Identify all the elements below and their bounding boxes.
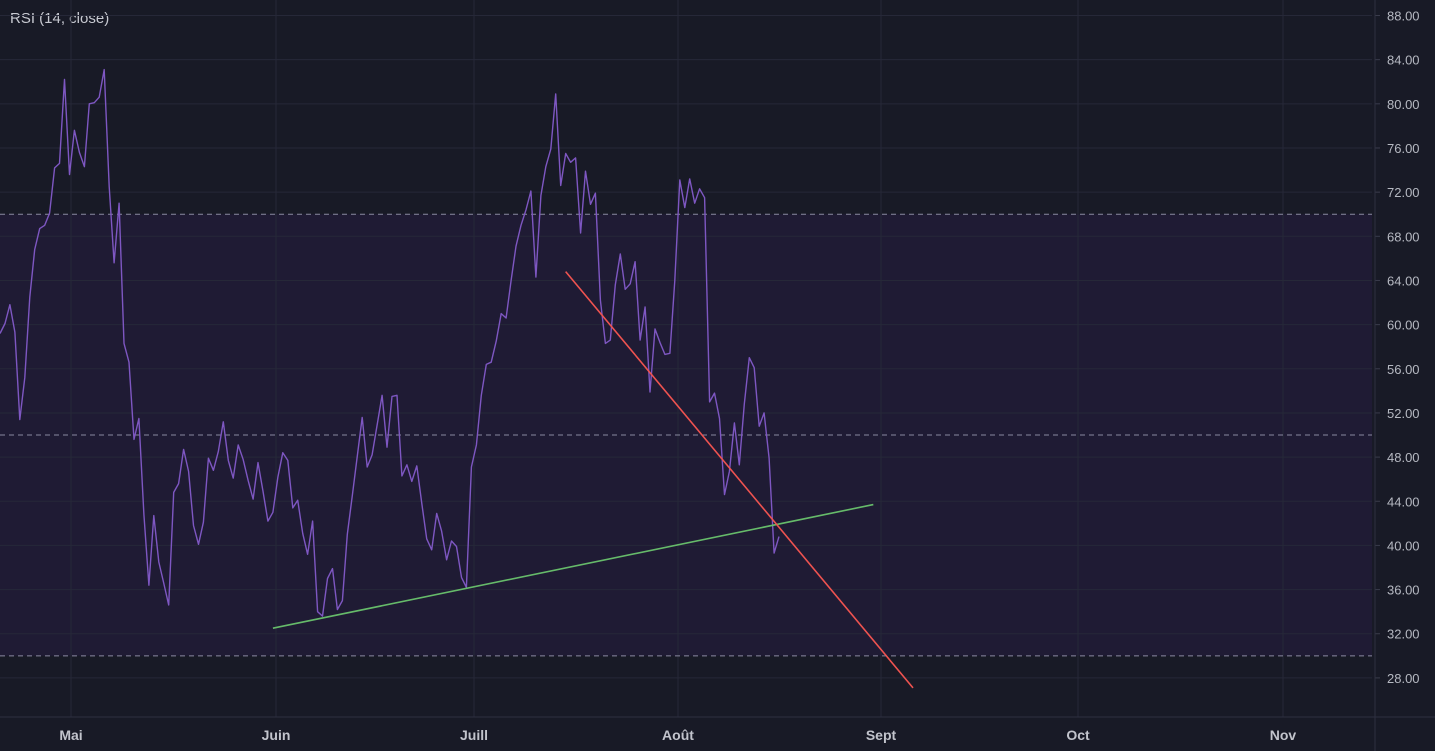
rsi-series[interactable] — [0, 68, 780, 617]
rsi-line[interactable] — [0, 68, 780, 617]
x-tick-label: Sept — [866, 727, 897, 743]
y-tick-label: 48.00 — [1387, 450, 1420, 465]
y-tick-label: 44.00 — [1387, 494, 1420, 509]
y-tick-label: 88.00 — [1387, 9, 1420, 24]
y-tick-label: 84.00 — [1387, 53, 1420, 68]
x-tick-label: Nov — [1270, 727, 1297, 743]
y-tick-label: 72.00 — [1387, 185, 1420, 200]
y-tick-label: 40.00 — [1387, 538, 1420, 553]
y-tick-label: 76.00 — [1387, 141, 1420, 156]
x-tick-label: Août — [662, 727, 694, 743]
x-tick-label: Juin — [262, 727, 291, 743]
y-tick-label: 68.00 — [1387, 229, 1420, 244]
y-tick-label: 60.00 — [1387, 318, 1420, 333]
resistance-trendline[interactable] — [565, 271, 914, 689]
y-tick-label: 28.00 — [1387, 671, 1420, 686]
y-tick-label: 52.00 — [1387, 406, 1420, 421]
x-tick-label: Mai — [59, 727, 82, 743]
x-tick-label: Juill — [460, 727, 488, 743]
y-tick-label: 80.00 — [1387, 97, 1420, 112]
y-tick-label: 32.00 — [1387, 627, 1420, 642]
reference-lines — [0, 213, 1372, 657]
trendlines[interactable] — [272, 271, 914, 689]
support-trendline[interactable] — [272, 503, 874, 630]
chart-grid — [0, 0, 1372, 717]
indicator-title: RSI (14, close) — [10, 10, 110, 27]
y-tick-label: 64.00 — [1387, 273, 1420, 288]
y-tick-label: 36.00 — [1387, 583, 1420, 598]
x-tick-label: Oct — [1066, 727, 1090, 743]
y-tick-label: 56.00 — [1387, 362, 1420, 377]
